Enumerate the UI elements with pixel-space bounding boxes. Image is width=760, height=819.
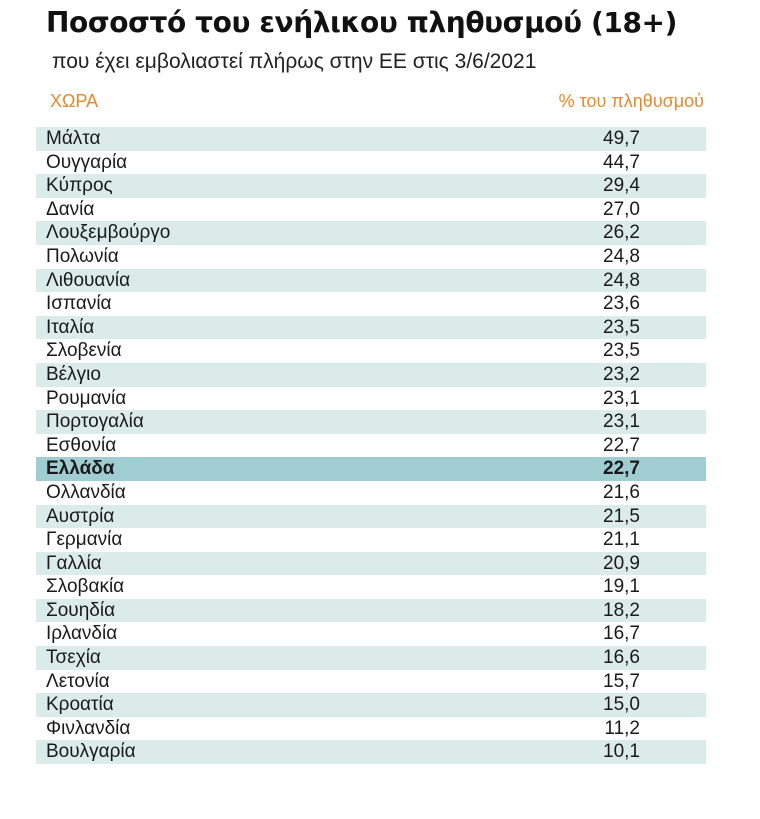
percentage-value: 21,1 xyxy=(603,529,640,551)
country-name: Ουγγαρία xyxy=(46,151,128,173)
table-row: Σλοβενία 23,5 xyxy=(36,339,706,363)
percentage-value: 21,6 xyxy=(603,481,640,503)
country-name: Φινλανδία xyxy=(46,717,131,739)
table-row: Ιταλία 23,5 xyxy=(36,315,706,340)
country-name: Ιρλανδία xyxy=(46,623,118,645)
percentage-value: 49,7 xyxy=(603,128,640,149)
table-row: Λετονία 15,7 xyxy=(36,670,706,694)
percentage-value: 10,1 xyxy=(603,741,640,763)
column-header-value: % του πληθυσμού xyxy=(558,91,704,111)
country-name: Πολωνία xyxy=(46,245,119,267)
country-name: Πορτογαλία xyxy=(46,411,144,433)
country-name: Γαλλία xyxy=(46,552,102,574)
percentage-value: 24,8 xyxy=(603,269,640,291)
country-name: Βέλγιο xyxy=(46,363,101,385)
percentage-value: 23,5 xyxy=(603,316,640,338)
table-row: Φινλανδία 11,2 xyxy=(36,717,706,741)
table-row: Εσθονία 22,7 xyxy=(36,434,706,458)
table-row: Ιρλανδία 16,7 xyxy=(36,622,706,646)
percentage-value: 15,0 xyxy=(603,694,640,716)
country-name: Αυστρία xyxy=(46,505,115,527)
country-name: Ισπανία xyxy=(46,293,112,315)
percentage-value: 21,5 xyxy=(603,505,640,527)
country-name: Λετονία xyxy=(46,670,110,692)
country-name: Σουηδία xyxy=(46,599,116,621)
table-row: Πολωνία 24,8 xyxy=(36,245,706,269)
percentage-value: 15,7 xyxy=(603,670,640,692)
percentage-value: 11,2 xyxy=(604,717,640,739)
country-name: Σλοβενία xyxy=(46,340,122,362)
percentage-value: 23,2 xyxy=(603,363,640,385)
table-row: Δανία 27,0 xyxy=(36,198,706,222)
percentage-value: 44,7 xyxy=(603,151,640,173)
percentage-value: 24,8 xyxy=(603,245,640,267)
percentage-value: 22,7 xyxy=(603,434,640,456)
country-name: Τσεχία xyxy=(46,647,101,669)
country-name: Λουξεμβούργο xyxy=(46,222,171,244)
table-row: Βέλγιο 23,2 xyxy=(36,362,706,387)
table-row: Σουηδία 18,2 xyxy=(36,598,706,623)
table-row: Ελλάδα 22,7 xyxy=(36,457,706,481)
table-row: Βουλγαρία 10,1 xyxy=(36,740,706,765)
percentage-value: 23,1 xyxy=(603,411,640,433)
table-row: Λουξεμβούργο 26,2 xyxy=(36,221,706,245)
country-name: Κροατία xyxy=(46,694,114,716)
country-name: Ρουμανία xyxy=(46,387,127,409)
percentage-value: 29,4 xyxy=(603,175,640,197)
table-row: Κροατία 15,0 xyxy=(36,693,706,717)
table-row: Ολλανδία 21,6 xyxy=(36,481,706,505)
country-name: Ολλανδία xyxy=(46,481,126,503)
country-name: Λιθουανία xyxy=(46,269,131,291)
country-name: Εσθονία xyxy=(46,434,117,456)
percentage-value: 16,7 xyxy=(603,623,640,645)
table-row: Ρουμανία 23,1 xyxy=(36,387,706,411)
table-row: Λιθουανία 24,8 xyxy=(36,268,706,293)
country-name: Μάλτα xyxy=(46,128,101,149)
table-row: Γερμανία 21,1 xyxy=(36,528,706,552)
country-name: Σλοβακία xyxy=(46,576,125,598)
table-row: Τσεχία 16,6 xyxy=(36,646,706,670)
data-table: Μάλτα 49,7 Ουγγαρία 44,7 Κύπρος 29,4 Δανία 27,0… xyxy=(36,127,706,765)
percentage-value: 23,1 xyxy=(603,387,640,409)
country-name: Γερμανία xyxy=(46,529,123,551)
country-name: Βουλγαρία xyxy=(46,741,136,763)
table-row: Κύπρος 29,4 xyxy=(36,174,706,198)
country-name: Δανία xyxy=(46,198,95,220)
country-name: Ελλάδα xyxy=(46,458,115,480)
percentage-value: 19,1 xyxy=(603,576,640,598)
percentage-value: 23,6 xyxy=(603,293,640,315)
table-row: Ισπανία 23,6 xyxy=(36,292,706,316)
table-row: Μάλτα 49,7 xyxy=(36,127,706,151)
percentage-value: 23,5 xyxy=(603,340,640,362)
percentage-value: 18,2 xyxy=(603,599,640,621)
percentage-value: 26,2 xyxy=(603,222,640,244)
table-row: Πορτογαλία 23,1 xyxy=(36,410,706,434)
percentage-value: 22,7 xyxy=(603,458,640,480)
country-name: Ιταλία xyxy=(46,316,95,338)
table-row: Σλοβακία 19,1 xyxy=(36,575,706,599)
table-row: Αυστρία 21,5 xyxy=(36,504,706,529)
percentage-value: 20,9 xyxy=(603,552,640,574)
percentage-value: 16,6 xyxy=(603,647,640,669)
table-row: Γαλλία 20,9 xyxy=(36,551,706,576)
country-name: Κύπρος xyxy=(46,175,113,197)
percentage-value: 27,0 xyxy=(603,198,640,220)
chart-title: Ποσοστό του ενήλικου πληθυσμού (18+) xyxy=(46,6,678,39)
column-header-country: ΧΩΡΑ xyxy=(50,91,99,111)
chart-subtitle: που έχει εμβολιαστεί πλήρως στην ΕΕ στις… xyxy=(52,50,537,73)
table-row: Ουγγαρία 44,7 xyxy=(36,151,706,175)
